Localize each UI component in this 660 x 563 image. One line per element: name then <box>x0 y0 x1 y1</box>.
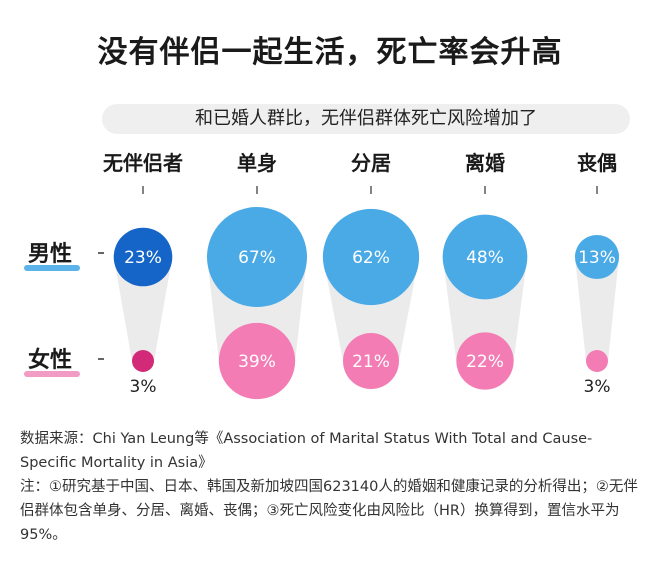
male-value-label-4: 13% <box>578 248 616 268</box>
female-bubble-4 <box>586 350 608 372</box>
connector-4 <box>574 257 620 361</box>
female-bubble-0 <box>132 350 154 372</box>
bubble-chart: 无伴侣者 23% 3% 单身 67% 39% 分居 62% 21% 离婚 48% 22% 丧偶 13% 3%… <box>24 151 620 400</box>
category-label-4: 丧偶 <box>577 151 617 175</box>
female-value-label-3: 22% <box>466 352 504 372</box>
male-value-label-1: 67% <box>238 248 276 268</box>
female-value-label-4: 3% <box>584 377 611 397</box>
notes-section: 数据来源：Chi Yan Leung等《Association of Marit… <box>20 427 645 547</box>
male-value-label-2: 62% <box>352 248 390 268</box>
series-label-0: 男性 <box>28 242 72 267</box>
male-bubble-3 <box>442 214 528 300</box>
male-bubble-0 <box>113 227 173 287</box>
male-bubble-1 <box>207 207 307 307</box>
source-note: 数据来源：Chi Yan Leung等《Association of Marit… <box>20 431 593 471</box>
connector-0 <box>113 257 173 361</box>
male-bubble-2 <box>322 208 420 306</box>
male-bubble-4 <box>574 234 620 280</box>
category-label-1: 单身 <box>237 151 277 175</box>
chart-subtitle: 和已婚人群比，无伴侣群体死亡风险增加了 <box>102 104 630 134</box>
female-value-label-0: 3% <box>130 377 157 397</box>
female-bubble-1 <box>218 322 296 400</box>
category-label-2: 分居 <box>351 151 391 175</box>
category-label-3: 离婚 <box>465 151 505 175</box>
series-underline-1 <box>24 371 80 377</box>
female-value-label-1: 39% <box>238 352 276 372</box>
female-bubble-3 <box>456 332 514 390</box>
female-value-label-2: 21% <box>352 352 390 372</box>
male-value-label-3: 48% <box>466 248 504 268</box>
footnote: 注：①研究基于中国、日本、韩国及新加坡四国623140人的婚姻和健康记录的分析得… <box>20 479 638 543</box>
series-underline-0 <box>24 265 80 271</box>
series-label-1: 女性 <box>28 347 72 373</box>
male-value-label-0: 23% <box>124 248 162 268</box>
page-title: 没有伴侣一起生活，死亡率会升高 <box>97 35 563 70</box>
category-label-0: 无伴侣者 <box>103 151 183 175</box>
female-bubble-2 <box>343 333 399 389</box>
